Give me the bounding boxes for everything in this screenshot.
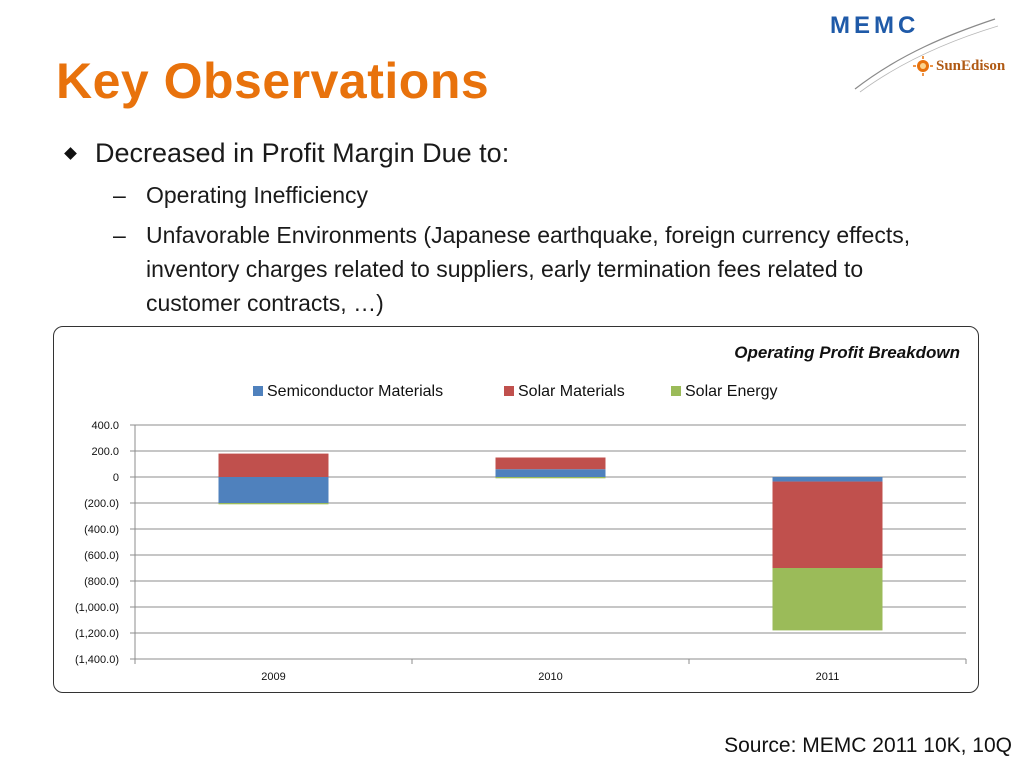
bullet-main-text: Decreased in Profit Margin Due to: [95, 138, 510, 168]
bar-segment [495, 477, 606, 479]
y-tick-label: (400.0) [84, 524, 119, 536]
bullet-main: Decreased in Profit Margin Due to: [62, 134, 962, 172]
bar-segment [772, 568, 883, 631]
bar-segment [772, 481, 883, 568]
x-tick-label: 2011 [816, 671, 840, 683]
bar-segment [495, 457, 606, 470]
y-tick-label: (600.0) [84, 550, 119, 562]
x-tick-label: 2010 [538, 671, 562, 683]
legend-label: Solar Materials [518, 383, 625, 400]
sub-bullet: – Operating Inefficiency [113, 178, 962, 212]
y-tick-label: (1,400.0) [75, 654, 119, 666]
source-note: Source: MEMC 2011 10K, 10Q [724, 734, 1012, 757]
dash-bullet-icon: – [113, 222, 126, 248]
y-tick-label: 200.0 [91, 446, 119, 458]
operating-profit-chart: Operating Profit Breakdown Semiconductor … [75, 343, 967, 683]
sun-icon [913, 56, 933, 76]
logo-swoosh-icon [854, 18, 999, 93]
legend-swatch [671, 386, 681, 396]
bar-segment [772, 477, 883, 482]
bar-segment [218, 477, 329, 503]
y-tick-label: (200.0) [84, 498, 119, 510]
legend-swatch [504, 386, 514, 396]
sub-bullet-text: Unfavorable Environments (Japanese earth… [146, 222, 911, 316]
y-tick-label: (1,200.0) [75, 628, 119, 640]
sub-bullet: – Unfavorable Environments (Japanese ear… [113, 218, 962, 320]
legend-label: Solar Energy [685, 383, 778, 400]
y-tick-label: 400.0 [91, 420, 119, 432]
diamond-bullet-icon [64, 147, 77, 160]
sunedison-logo: SunEdison [913, 56, 1005, 76]
legend-label: Semiconductor Materials [267, 383, 443, 400]
chart-container: Operating Profit Breakdown Semiconductor … [53, 326, 979, 693]
bullet-list: Decreased in Profit Margin Due to: – Ope… [62, 134, 962, 320]
y-tick-label: (800.0) [84, 576, 119, 588]
slide-title: Key Observations [56, 53, 490, 109]
bar-segment [218, 453, 329, 477]
y-tick-label: 0 [113, 472, 119, 484]
sunedison-logo-text: SunEdison [936, 57, 1006, 74]
chart-title: Operating Profit Breakdown [734, 343, 960, 362]
dash-bullet-icon: – [113, 182, 126, 208]
sub-bullet-text: Operating Inefficiency [146, 182, 369, 208]
bar-segment [218, 503, 329, 505]
y-tick-label: (1,000.0) [75, 602, 119, 614]
bar-segment [495, 469, 606, 477]
legend-swatch [253, 386, 263, 396]
memc-logo: MEMC [830, 12, 920, 39]
x-tick-label: 2009 [261, 671, 285, 683]
